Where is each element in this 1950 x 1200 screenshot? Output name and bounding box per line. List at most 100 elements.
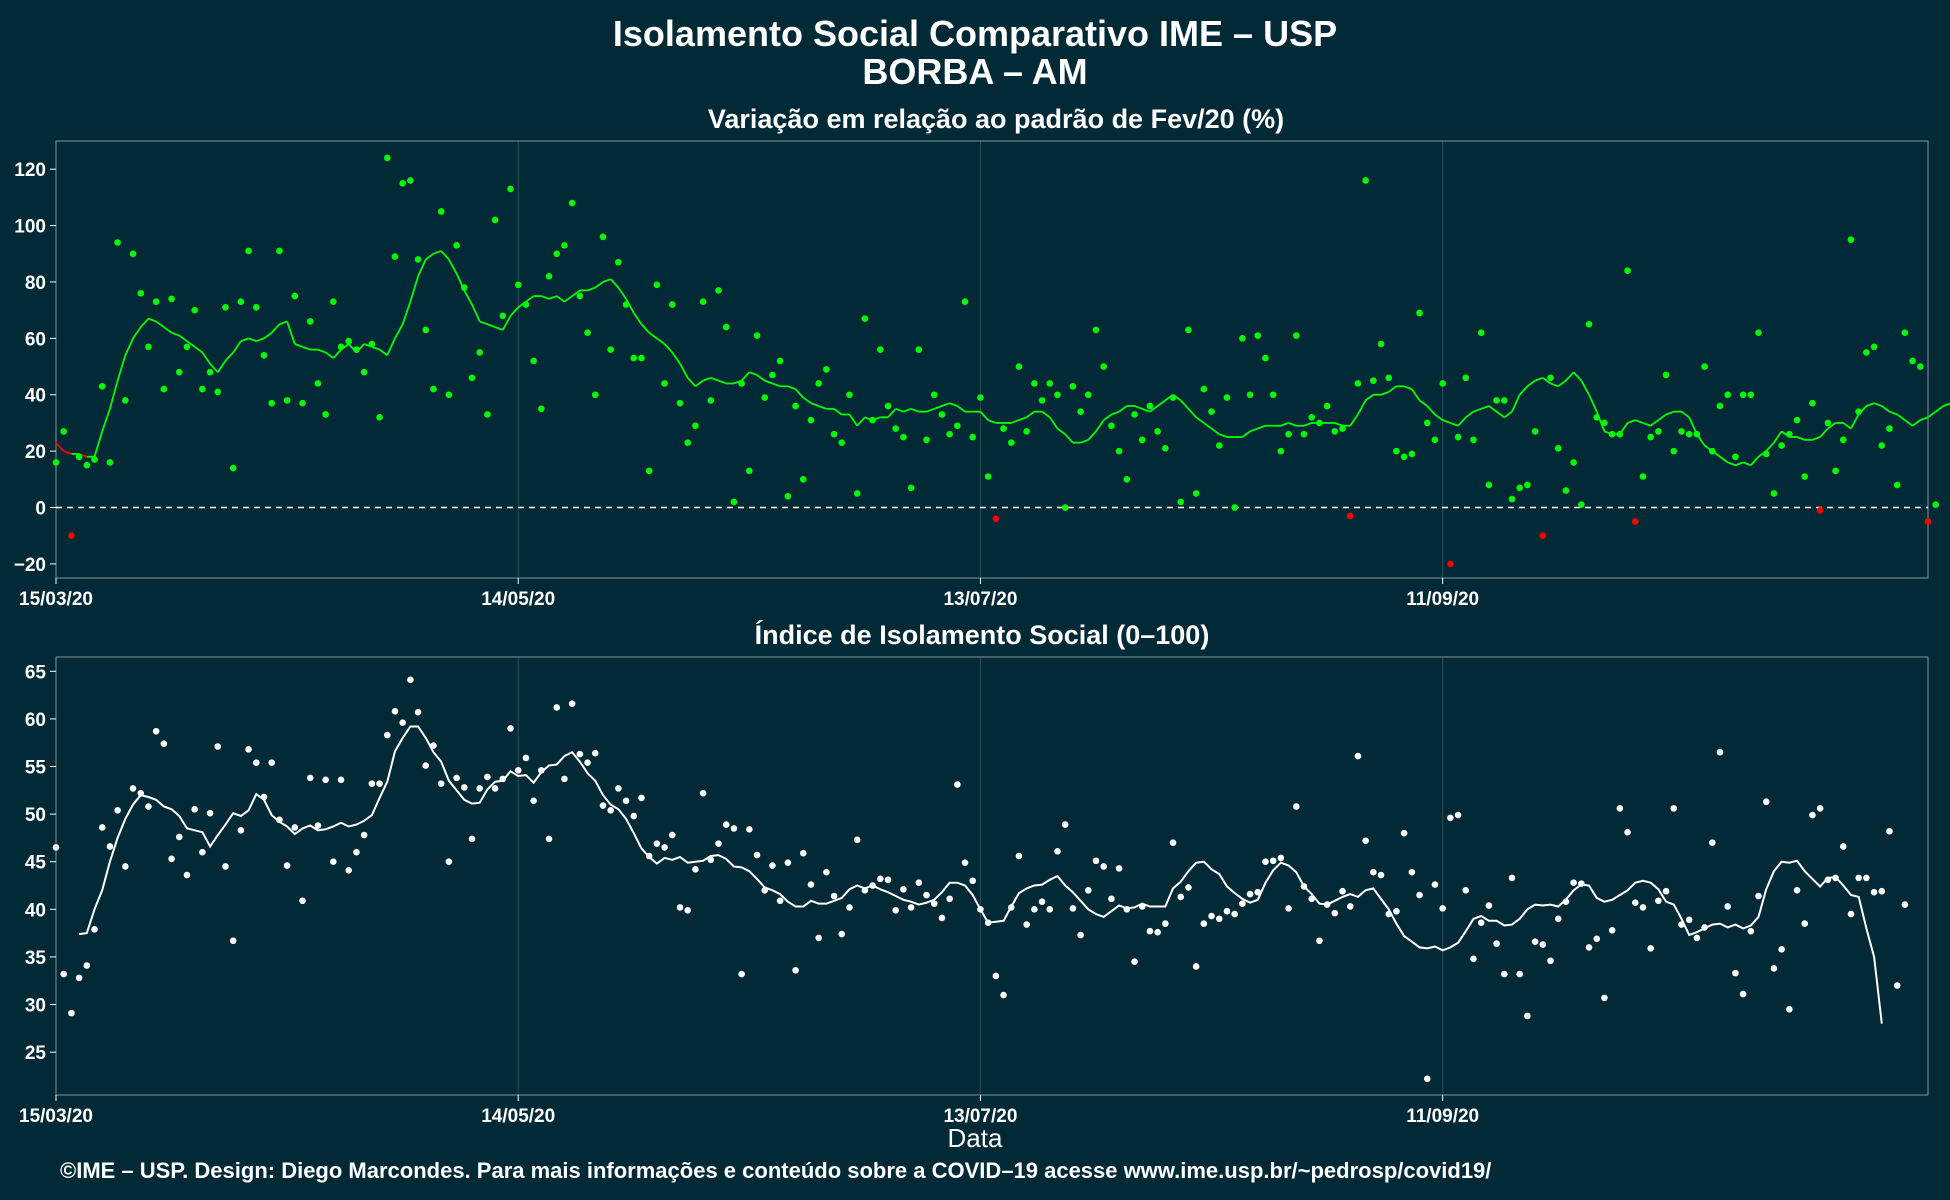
moving-average-segment [1665,410,1675,416]
data-point [676,904,684,911]
data-point [1300,430,1308,438]
moving-average-segment [1519,385,1529,396]
data-point [322,776,329,784]
data-point [684,439,692,446]
data-point [399,179,406,187]
data-point [1724,391,1732,399]
y-tick-label: 45 [25,853,47,874]
data-point [1809,811,1816,819]
moving-average-segment [155,320,165,328]
data-point [1747,391,1755,399]
data-point [299,897,306,905]
data-point [715,287,722,294]
data-point [1447,560,1454,568]
data-point [676,399,684,407]
data-point [722,323,730,331]
moving-average-segment [1642,422,1651,427]
data-point [1308,895,1316,903]
data-point [1886,827,1893,835]
data-point [160,385,168,393]
data-point [1562,898,1570,906]
data-point [892,425,900,432]
data-point [52,459,60,466]
x-tick-label: 14/05/20 [481,589,555,610]
data-point [1146,402,1154,410]
data-point [1716,748,1724,756]
data-point [815,380,822,387]
data-point [607,807,614,814]
data-point [1932,501,1940,508]
data-point [1477,919,1485,926]
data-point [1508,495,1516,503]
data-point [1655,428,1662,435]
data-point [1439,380,1446,387]
data-point [1593,413,1601,421]
data-point [1893,982,1901,989]
y-tick-label: 60 [25,710,46,731]
data-point [445,858,453,866]
data-point [1855,874,1862,882]
data-point [853,836,861,844]
data-point [661,844,668,851]
moving-average-segment [1419,399,1428,407]
data-point [1323,402,1331,410]
data-point [98,824,106,831]
data-point [923,436,930,444]
data-point [1246,391,1254,399]
data-point [129,250,137,258]
moving-average-segment [1819,427,1829,438]
data-point [222,304,229,311]
data-point [799,476,807,483]
data-point [946,895,953,903]
moving-average-segment [502,315,512,331]
moving-average-segment [833,408,843,416]
data-point [83,461,91,469]
data-point [1708,839,1716,846]
data-point [1393,907,1400,915]
data-point [407,676,414,684]
moving-average-segment [1388,385,1397,393]
data-point [1670,447,1678,455]
data-point [1077,931,1084,939]
data-point [414,256,422,263]
data-point [260,793,268,801]
data-point [769,371,776,379]
data-point [699,298,707,306]
moving-average-segment [1218,433,1228,438]
moving-average-segment [610,278,620,289]
data-point [168,855,175,863]
data-point [1038,898,1046,906]
data-point [1839,843,1847,850]
moving-average-segment [1565,371,1575,382]
data-point [1100,863,1108,870]
data-point [1678,921,1685,928]
data-point [1138,436,1146,444]
data-point [638,354,645,362]
data-point [1362,837,1369,845]
data-point [1223,394,1231,401]
data-point [1146,927,1154,935]
moving-average-segment [926,407,935,413]
data-point [930,900,938,907]
data-point [1870,888,1878,896]
data-point [1292,332,1300,339]
data-point [1408,450,1416,458]
data-point [353,848,360,856]
data-point [1747,927,1755,935]
y-tick-label: 40 [25,386,46,407]
data-point [545,273,553,280]
data-point [1416,891,1423,899]
moving-average-segment [1827,422,1837,430]
moving-average-segment [178,334,188,342]
data-point [553,250,561,258]
data-point [1431,436,1439,444]
y-tick-label: 50 [25,805,46,826]
data-point [1077,408,1084,415]
moving-average-segment [1303,422,1313,427]
data-point [1316,419,1323,427]
data-point [615,258,622,266]
data-point [1346,512,1354,520]
data-point [1485,902,1493,909]
data-point [1693,934,1701,942]
